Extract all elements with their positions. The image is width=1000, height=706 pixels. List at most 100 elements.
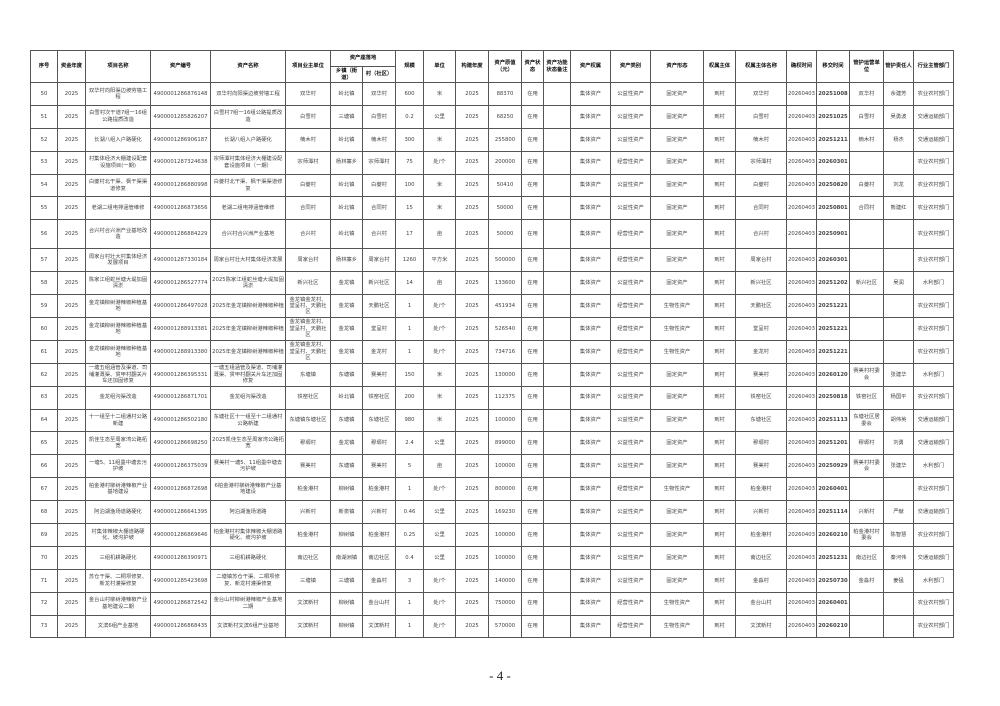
cell-owner-unit: 东塘镇东塘社区 bbox=[285, 408, 331, 433]
cell-build-year: 2025 bbox=[455, 362, 489, 387]
cell-unit: 米 bbox=[423, 82, 456, 106]
cell-unit: 处/个 bbox=[423, 614, 456, 639]
cell-seq: 50 bbox=[30, 82, 58, 106]
cell-fund-year: 2025 bbox=[57, 127, 86, 152]
cell-maintenance-unit: 合同村 bbox=[849, 196, 884, 221]
cell-town: 柳树镇 bbox=[330, 591, 363, 616]
cell-responsible-person bbox=[883, 614, 914, 639]
table-row: 69 2025 村集体辣椒大棚道路硬化、坡沟护坡 4900001286869646 柏金… bbox=[30, 523, 954, 547]
cell-fund-year: 2025 bbox=[57, 173, 86, 198]
cell-status: 在用 bbox=[521, 362, 544, 387]
cell-scale: 600 bbox=[395, 82, 424, 106]
cell-unit: 处/个 bbox=[423, 477, 456, 502]
cell-maintenance-unit: 金淼村 bbox=[849, 568, 884, 593]
cell-owner-subject: 到村 bbox=[703, 271, 736, 296]
cell-fund-year: 2025 bbox=[57, 248, 86, 273]
cell-owner-subject: 到村 bbox=[703, 385, 736, 410]
cell-original-value: 500000 bbox=[488, 248, 522, 273]
cell-owner-subject: 到村 bbox=[703, 150, 736, 175]
cell-village: 铁窑社区 bbox=[362, 385, 396, 410]
cell-status: 在用 bbox=[521, 173, 544, 198]
page-number: - 4 - bbox=[489, 668, 511, 683]
cell-ownership: 集体资产 bbox=[570, 248, 611, 273]
cell-form: 固定资产 bbox=[650, 271, 704, 296]
cell-build-year: 2025 bbox=[455, 294, 489, 319]
cell-confirm-time: 20260403 bbox=[786, 591, 817, 616]
cell-responsible-person: 余建芳 bbox=[883, 82, 914, 106]
cell-scale: 200 bbox=[395, 385, 424, 410]
cell-form: 固定资产 bbox=[650, 104, 704, 129]
cell-owner-unit: 文滨新村 bbox=[285, 614, 331, 639]
cell-ownership: 集体资产 bbox=[570, 454, 611, 479]
cell-responsible-person: 刘勇 bbox=[883, 431, 914, 456]
cell-status: 在用 bbox=[521, 248, 544, 273]
cell-original-value: 100000 bbox=[488, 454, 522, 479]
cell-ownership: 集体资产 bbox=[570, 219, 611, 250]
cell-department: 交通运输部门 bbox=[913, 431, 954, 456]
cell-asset-code: 4900001287330184 bbox=[150, 248, 211, 273]
cell-category: 经营性资产 bbox=[610, 150, 651, 175]
header-fund-year: 资金年度 bbox=[57, 50, 86, 83]
cell-owner-subject: 到村 bbox=[703, 104, 736, 129]
cell-responsible-person bbox=[883, 248, 914, 273]
cell-owner-subject-name: 白雪村 bbox=[735, 104, 787, 129]
header-handover-time: 移交时间 bbox=[816, 50, 850, 83]
cell-handover-time: 20251025 bbox=[816, 104, 850, 129]
cell-town: 岭北镇 bbox=[330, 196, 363, 221]
cell-function-note bbox=[543, 362, 571, 387]
table-row: 71 2025 苏仓干渠、二桐坝修复、新龙村灌渠修复 4900001285423698… bbox=[30, 568, 954, 593]
cell-function-note bbox=[543, 568, 571, 593]
cell-confirm-time: 20260403 bbox=[786, 82, 817, 106]
cell-form: 生物性资产 bbox=[650, 317, 704, 341]
cell-department: 农业农村部门 bbox=[913, 523, 954, 547]
cell-asset-name: 6柏金港村柳树港辣椒产业基地建设 bbox=[210, 477, 286, 502]
cell-category: 经营性资产 bbox=[610, 248, 651, 273]
cell-village: 楠木村 bbox=[362, 127, 396, 152]
cell-owner-subject: 到村 bbox=[703, 614, 736, 639]
cell-town: 岭北镇 bbox=[330, 82, 363, 106]
cell-asset-code: 4900001286906187 bbox=[150, 127, 211, 152]
cell-category: 公益性资产 bbox=[610, 523, 651, 547]
cell-project-name: 陈家江组蛇丝塘大堤加固清淤 bbox=[85, 271, 151, 296]
cell-confirm-time: 20260403 bbox=[786, 339, 817, 364]
header-location: 资产座落地 bbox=[330, 50, 396, 67]
cell-confirm-time: 20260403 bbox=[786, 173, 817, 198]
cell-project-name: 长湖八组入户路硬化 bbox=[85, 127, 151, 152]
asset-table: 序号 资金年度 项目名称 资产编号 资产名称 项目业主单位 资产座落地 规模 单… bbox=[30, 50, 954, 639]
cell-owner-subject: 到村 bbox=[703, 568, 736, 593]
cell-category: 经营性资产 bbox=[610, 219, 651, 250]
cell-unit: 亩 bbox=[423, 454, 456, 479]
table-row: 65 2025 凯佳生态至周家湾公路拓宽 4900001286698250 2025凯佳… bbox=[30, 431, 954, 456]
cell-scale: 0.46 bbox=[395, 500, 424, 525]
cell-owner-unit: 白夔村 bbox=[285, 173, 331, 198]
cell-ownership: 集体资产 bbox=[570, 339, 611, 364]
table-row: 51 2025 白雪村次干道7组一16组公路提质改造 4900001285826207… bbox=[30, 104, 954, 129]
cell-build-year: 2025 bbox=[455, 385, 489, 410]
cell-owner-unit: 铁窑社区 bbox=[285, 385, 331, 410]
cell-owner-subject: 到村 bbox=[703, 339, 736, 364]
cell-owner-unit: 南边社区 bbox=[285, 545, 331, 570]
cell-owner-unit: 合同村 bbox=[285, 196, 331, 221]
cell-unit: 公里 bbox=[423, 523, 456, 547]
cell-build-year: 2025 bbox=[455, 317, 489, 341]
cell-unit: 亩 bbox=[423, 271, 456, 296]
cell-town: 金龙镇 bbox=[330, 294, 363, 319]
cell-owner-unit: 穆塬村 bbox=[285, 431, 331, 456]
cell-unit: 米 bbox=[423, 173, 456, 198]
cell-ownership: 集体资产 bbox=[570, 294, 611, 319]
cell-owner-unit: 兴新村 bbox=[285, 500, 331, 525]
cell-owner-subject: 到村 bbox=[703, 591, 736, 616]
cell-owner-subject-name: 柏金港村 bbox=[735, 477, 787, 502]
cell-fund-year: 2025 bbox=[57, 385, 86, 410]
header-form: 资产形态 bbox=[650, 50, 704, 83]
header-seq: 序号 bbox=[30, 50, 58, 83]
cell-confirm-time: 20260403 bbox=[786, 523, 817, 547]
cell-asset-code: 4900001286872542 bbox=[150, 591, 211, 616]
cell-seq: 65 bbox=[30, 431, 58, 456]
cell-confirm-time: 20260403 bbox=[786, 362, 817, 387]
cell-confirm-time: 20260403 bbox=[786, 431, 817, 456]
cell-handover-time: 20250929 bbox=[816, 454, 850, 479]
header-confirm-time: 确权时间 bbox=[786, 50, 817, 83]
cell-handover-time: 20250901 bbox=[816, 219, 850, 250]
cell-responsible-person: 姜猛 bbox=[883, 568, 914, 593]
